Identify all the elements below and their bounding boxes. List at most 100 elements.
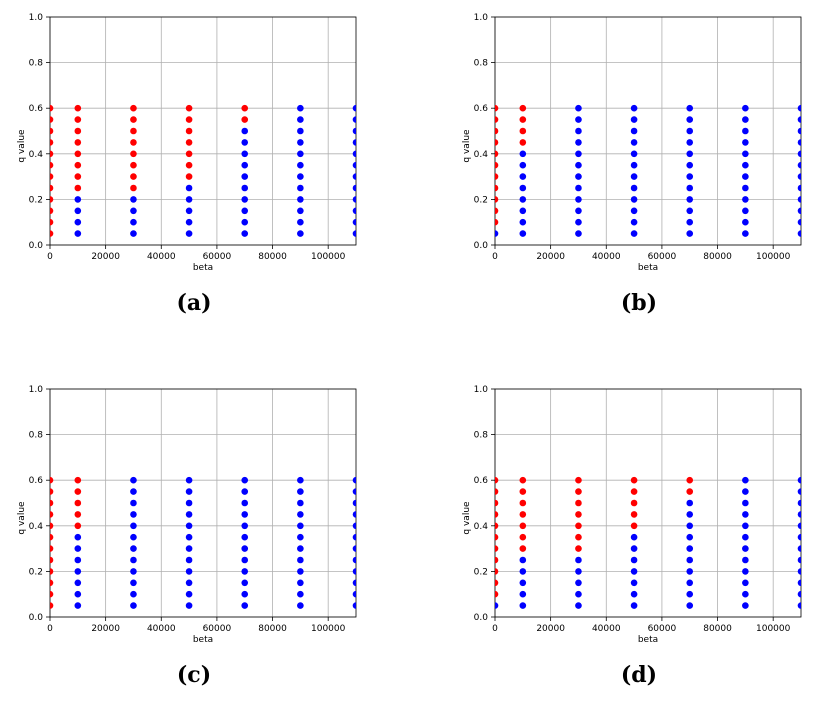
blue-point [630,568,638,575]
blue-point [575,161,582,169]
blue-point [130,230,137,237]
red-point [130,116,137,123]
blue-point [630,150,638,158]
blue-point [297,116,304,123]
y-tick-label: 0.6 [474,104,489,114]
blue-point [185,568,193,575]
blue-point [519,602,527,609]
blue-point [630,184,638,192]
red-point [686,476,694,484]
red-point [185,104,193,112]
red-point [74,184,82,192]
blue-point [519,173,527,180]
red-point [495,579,499,587]
blue-point [495,230,499,237]
blue-point [297,590,304,598]
red-point [185,139,193,146]
blue-point [797,533,801,541]
red-point [519,522,527,530]
red-point [495,533,499,541]
red-point [185,161,193,169]
red-point [630,511,638,518]
x-tick-label: 100000 [756,624,791,634]
blue-point [686,116,694,123]
blue-point [797,139,801,146]
red-point [130,184,137,192]
x-tick-label: 60000 [203,624,232,634]
x-tick-label: 20000 [536,624,565,634]
blue-point [575,116,582,123]
x-tick-label: 0 [47,252,53,262]
blue-point [352,511,356,518]
blue-point [742,207,749,215]
blue-point [130,533,137,541]
blue-point [630,104,638,112]
red-point [519,533,527,541]
blue-point [352,207,356,215]
blue-point [74,568,82,575]
blue-point [185,499,193,507]
blue-point [575,104,582,112]
red-point [74,139,82,146]
blue-point [241,207,249,215]
blue-point [130,556,137,564]
blue-point [297,218,304,226]
y-axis-label: q value [17,129,27,163]
data-points [50,476,356,609]
blue-point [297,127,304,135]
blue-point [575,150,582,158]
red-point [50,127,54,135]
blue-point [742,499,749,507]
blue-point [130,476,137,484]
red-point [519,127,527,135]
red-point [130,150,137,158]
blue-point [352,499,356,507]
blue-point [130,499,137,507]
red-point [241,116,249,123]
y-tick-label: 0.8 [474,431,489,441]
blue-point [185,488,193,495]
blue-point [630,579,638,587]
data-points [495,476,801,609]
blue-point [74,602,82,609]
y-tick-label: 0.0 [474,241,489,251]
x-tick-label: 80000 [258,624,287,634]
plot-frame [49,388,357,618]
data-points [50,104,356,237]
blue-point [241,602,249,609]
red-point [130,173,137,180]
scatter-plot-a: 0 20000 40000 60000 80000 100000 0.0 0.2 0.4 0.6 0… [17,13,357,273]
y-tick-label: 1.0 [474,13,489,23]
blue-point [630,161,638,169]
red-point [575,488,582,495]
plot-frame [494,388,802,618]
red-point [50,556,54,564]
red-point [495,104,499,112]
blue-point [185,602,193,609]
blue-point [575,568,582,575]
red-point [495,476,499,484]
blue-point [686,139,694,146]
red-point [519,116,527,123]
blue-point [297,511,304,518]
blue-point [742,150,749,158]
blue-point [352,476,356,484]
red-point [74,476,82,484]
blue-point [742,104,749,112]
blue-point [519,568,527,575]
caption-a: (a) [176,290,212,316]
blue-point [742,522,749,530]
blue-point [630,545,638,552]
y-axis-label: q value [462,129,472,163]
x-tick-label: 80000 [258,252,287,262]
red-point [519,476,527,484]
blue-point [352,139,356,146]
red-point [630,522,638,530]
blue-point [241,196,249,203]
chart-panel-d: 0 20000 40000 60000 80000 100000 0.0 0.2 0.4 0.6 0… [445,372,825,662]
y-tick-label: 0.2 [29,195,43,205]
blue-point [742,476,749,484]
red-point [185,173,193,180]
y-tick-label: 0.4 [474,150,489,160]
blue-point [352,184,356,192]
